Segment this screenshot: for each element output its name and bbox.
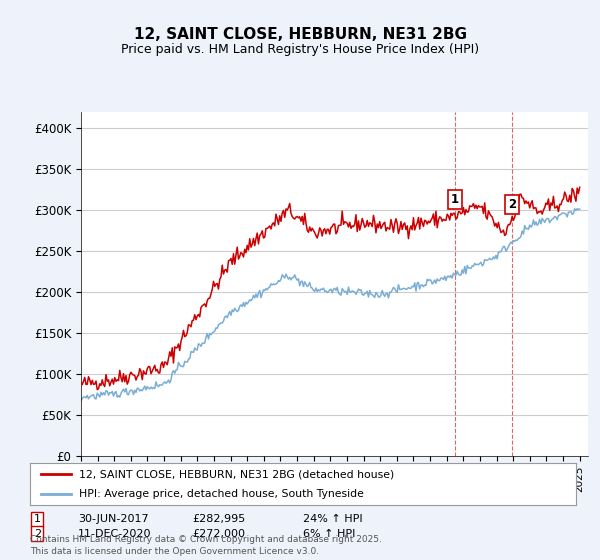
- Text: 24% ↑ HPI: 24% ↑ HPI: [303, 514, 362, 524]
- Text: 2: 2: [34, 529, 41, 539]
- Text: 6% ↑ HPI: 6% ↑ HPI: [303, 529, 355, 539]
- Text: 2: 2: [508, 198, 517, 211]
- Text: 12, SAINT CLOSE, HEBBURN, NE31 2BG (detached house): 12, SAINT CLOSE, HEBBURN, NE31 2BG (deta…: [79, 469, 394, 479]
- Text: 30-JUN-2017: 30-JUN-2017: [78, 514, 149, 524]
- Text: 1: 1: [34, 514, 41, 524]
- Text: 12, SAINT CLOSE, HEBBURN, NE31 2BG: 12, SAINT CLOSE, HEBBURN, NE31 2BG: [133, 27, 467, 42]
- Text: Price paid vs. HM Land Registry's House Price Index (HPI): Price paid vs. HM Land Registry's House …: [121, 43, 479, 56]
- Text: HPI: Average price, detached house, South Tyneside: HPI: Average price, detached house, Sout…: [79, 489, 364, 499]
- Text: 11-DEC-2020: 11-DEC-2020: [78, 529, 151, 539]
- Text: 1: 1: [451, 193, 459, 206]
- Text: Contains HM Land Registry data © Crown copyright and database right 2025.
This d: Contains HM Land Registry data © Crown c…: [30, 535, 382, 556]
- Text: £272,000: £272,000: [192, 529, 245, 539]
- Text: £282,995: £282,995: [192, 514, 245, 524]
